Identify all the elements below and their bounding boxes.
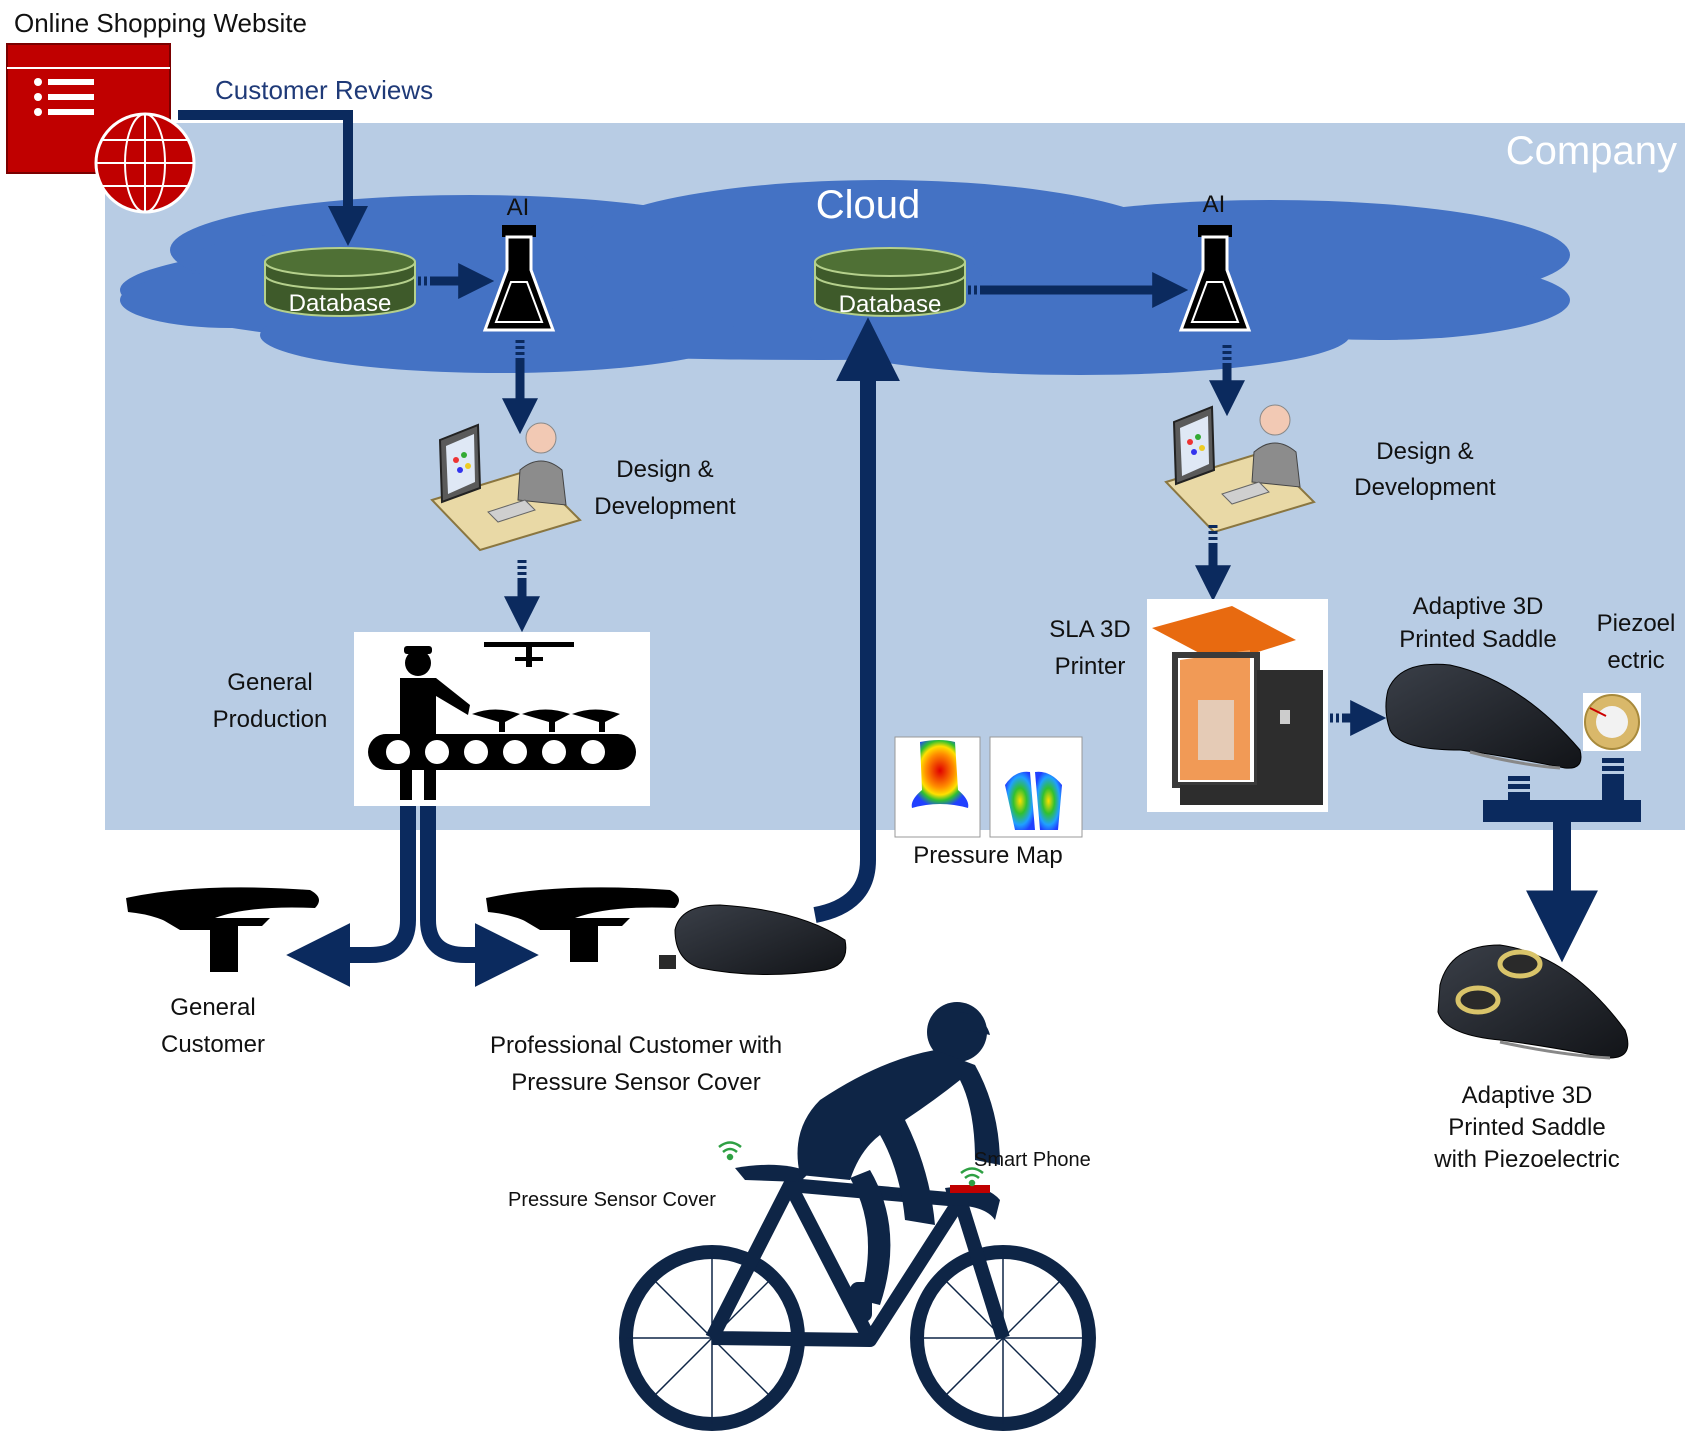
database-center-icon (814, 247, 966, 317)
company-label: Company (1506, 129, 1677, 173)
design-left-label-line1: Design & (616, 456, 713, 483)
piezo-label-line2: ectric (1607, 647, 1664, 674)
production-to-general-customer-arrow (286, 806, 416, 987)
general-customer-label-line2: Customer (161, 1031, 265, 1058)
design-left-label-line2: Development (594, 493, 736, 520)
database-left-label: Database (289, 290, 392, 317)
production-to-pro-customer-arrow (420, 806, 539, 987)
cyclist-silhouette (619, 1002, 1096, 1431)
pro-customer-saddle-icon (486, 887, 679, 962)
design-left-workstation-icon (430, 422, 582, 552)
customer-reviews-label: Customer Reviews (215, 75, 433, 105)
sensor-wifi-icon (718, 1141, 742, 1161)
general-customer-saddle-icon (126, 887, 319, 972)
general-production-label-line2: Production (213, 706, 328, 733)
reviews-arrow (178, 110, 368, 246)
smart-phone-callout: Smart Phone (974, 1149, 1091, 1171)
ai-left-label: AI (507, 194, 530, 221)
general-production-label-line1: General (227, 669, 312, 696)
pressure-map-label: Pressure Map (913, 842, 1062, 869)
final-adaptive-saddle-icon (1437, 944, 1629, 1060)
general-production-icon (354, 632, 650, 806)
final-saddle-label-line3: with Piezoelectric (1433, 1146, 1619, 1173)
general-customer-label-line1: General (170, 994, 255, 1021)
database-center-label: Database (839, 291, 942, 318)
pro-customer-label-line1: Professional Customer with (490, 1032, 782, 1059)
cloud-label: Cloud (816, 183, 921, 227)
design-right-workstation-icon (1164, 404, 1316, 534)
sensor-cover-callout: Pressure Sensor Cover (508, 1189, 716, 1211)
final-saddle-label-line2: Printed Saddle (1448, 1114, 1605, 1141)
sla-printer-icon (1147, 599, 1328, 812)
database-left-icon (264, 247, 416, 317)
ai-left-flask-icon (482, 225, 556, 332)
final-saddle-label-line1: Adaptive 3D (1462, 1082, 1593, 1109)
pro-customer-to-cloud-arrow (813, 317, 900, 923)
phone-wifi-icon (960, 1167, 984, 1187)
adaptive-saddle-icon (1385, 663, 1582, 770)
piezo-label-line1: Piezoel (1597, 610, 1676, 637)
website-icon (6, 43, 196, 214)
pressure-map-image (894, 736, 1083, 838)
merge-bracket (1483, 758, 1641, 822)
design-right-label-line2: Development (1354, 474, 1496, 501)
ai-right-flask-icon (1178, 225, 1252, 332)
adaptive-saddle-label-line1: Adaptive 3D (1413, 593, 1544, 620)
design-right-label-line1: Design & (1376, 438, 1473, 465)
sla-printer-label-line1: SLA 3D (1049, 616, 1130, 643)
pressure-sensor-cover-icon (659, 904, 847, 976)
website-title: Online Shopping Website (14, 8, 307, 38)
sla-printer-label-line2: Printer (1055, 653, 1126, 680)
adaptive-saddle-label-line2: Printed Saddle (1399, 626, 1556, 653)
ai-right-label: AI (1203, 191, 1226, 218)
pro-customer-label-line2: Pressure Sensor Cover (511, 1069, 760, 1096)
piezoelectric-disc-icon (1583, 693, 1641, 751)
